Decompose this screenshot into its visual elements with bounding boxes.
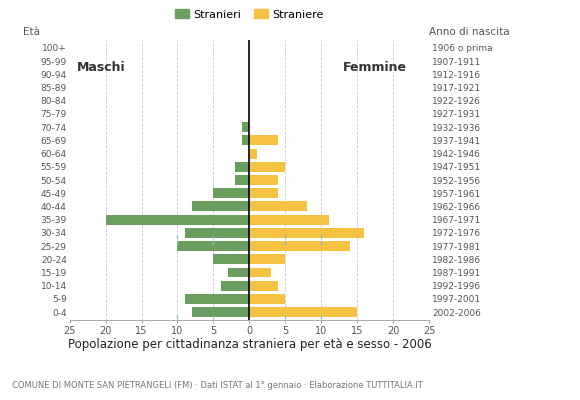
Bar xyxy=(249,228,364,238)
Bar xyxy=(249,215,328,224)
Bar xyxy=(249,136,278,145)
Bar xyxy=(220,281,249,291)
Legend: Stranieri, Straniere: Stranieri, Straniere xyxy=(175,9,324,20)
Text: Età: Età xyxy=(23,27,40,37)
Bar xyxy=(192,307,249,317)
Text: Femmine: Femmine xyxy=(343,61,407,74)
Bar xyxy=(249,175,278,185)
Bar xyxy=(235,175,249,185)
Text: COMUNE DI MONTE SAN PIETRANGELI (FM) · Dati ISTAT al 1° gennaio · Elaborazione T: COMUNE DI MONTE SAN PIETRANGELI (FM) · D… xyxy=(12,381,422,390)
Bar xyxy=(192,202,249,211)
Bar xyxy=(249,202,307,211)
Bar xyxy=(228,268,249,278)
Bar xyxy=(249,241,350,251)
Bar xyxy=(249,254,285,264)
Bar xyxy=(249,268,271,278)
Text: Popolazione per cittadinanza straniera per età e sesso - 2006: Popolazione per cittadinanza straniera p… xyxy=(67,338,432,351)
Bar xyxy=(213,188,249,198)
Bar xyxy=(249,281,278,291)
Text: Maschi: Maschi xyxy=(77,61,125,74)
Bar xyxy=(249,162,285,172)
Bar xyxy=(177,241,249,251)
Bar xyxy=(249,294,285,304)
Bar xyxy=(242,122,249,132)
Bar xyxy=(249,307,357,317)
Text: Anno di nascita: Anno di nascita xyxy=(429,27,510,37)
Bar xyxy=(249,149,256,158)
Bar xyxy=(106,215,249,224)
Bar xyxy=(249,188,278,198)
Bar xyxy=(184,228,249,238)
Bar xyxy=(213,254,249,264)
Bar xyxy=(184,294,249,304)
Bar xyxy=(235,162,249,172)
Bar xyxy=(242,136,249,145)
